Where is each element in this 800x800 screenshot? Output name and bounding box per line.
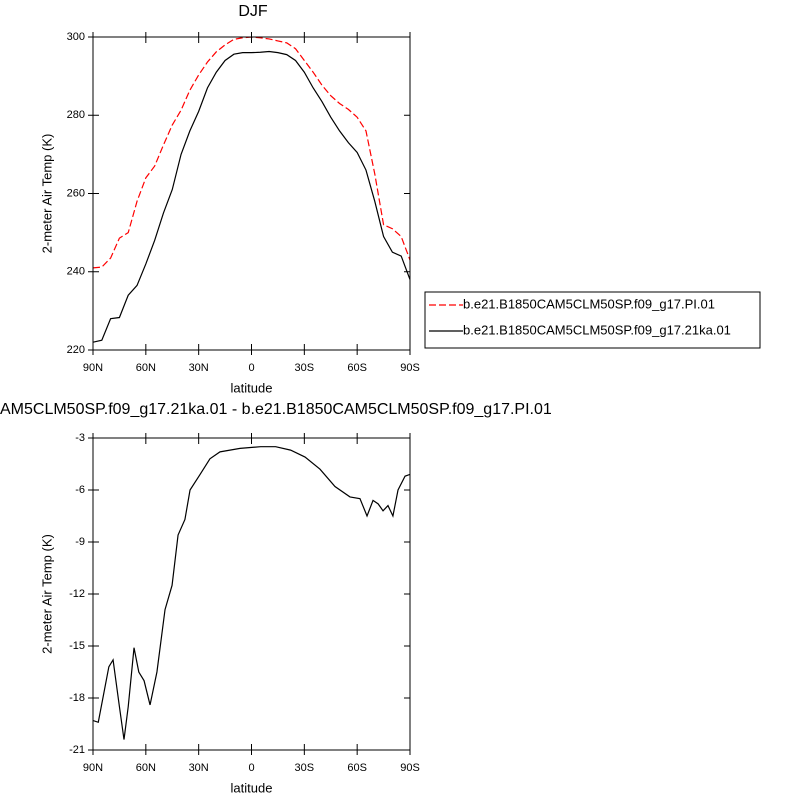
x-tick-label: 30S <box>295 762 315 774</box>
y-tick-label: 240 <box>67 266 85 278</box>
x-tick-label: 90N <box>83 762 103 774</box>
y-tick-label: -3 <box>75 432 85 444</box>
x-tick-label: 30S <box>295 362 315 374</box>
x-tick-label: 0 <box>248 362 254 374</box>
x-axis-label: latitude <box>231 380 273 395</box>
y-tick-label: 260 <box>67 187 85 199</box>
x-tick-label: 30N <box>189 362 209 374</box>
y-axis-label: 2-meter Air Temp (K) <box>39 534 54 654</box>
y-tick-label: -12 <box>69 588 85 600</box>
y-axis-label: 2-meter Air Temp (K) <box>39 134 54 254</box>
y-tick-label: -18 <box>69 692 85 704</box>
y-tick-label: 220 <box>67 344 85 356</box>
x-tick-label: 60S <box>347 762 367 774</box>
legend-label: b.e21.B1850CAM5CLM50SP.f09_g17.21ka.01 <box>463 322 731 337</box>
y-tick-label: -21 <box>69 744 85 756</box>
data-line <box>93 50 410 343</box>
chart-title: DJF <box>238 3 268 20</box>
x-axis-label: latitude <box>231 780 273 795</box>
x-tick-label: 90N <box>83 362 103 374</box>
x-tick-label: 60S <box>347 362 367 374</box>
y-tick-label: 300 <box>67 31 85 43</box>
x-tick-label: 60N <box>136 362 156 374</box>
y-tick-label: 280 <box>67 109 85 121</box>
legend-box <box>424 291 761 349</box>
x-tick-label: 30N <box>189 762 209 774</box>
y-tick-label: -6 <box>75 484 85 496</box>
y-tick-label: -15 <box>69 640 85 652</box>
x-tick-label: 60N <box>136 762 156 774</box>
chart-title: AM5CLM50SP.f09_g17.21ka.01 - b.e21.B1850… <box>0 401 552 418</box>
legend-label: b.e21.B1850CAM5CLM50SP.f09_g17.PI.01 <box>463 296 715 311</box>
data-line <box>93 446 410 740</box>
data-line <box>93 37 410 269</box>
x-tick-label: 0 <box>248 762 254 774</box>
plot-frame <box>92 437 411 751</box>
y-tick-label: -9 <box>75 536 85 548</box>
x-tick-label: 90S <box>400 362 420 374</box>
x-tick-label: 90S <box>400 762 420 774</box>
